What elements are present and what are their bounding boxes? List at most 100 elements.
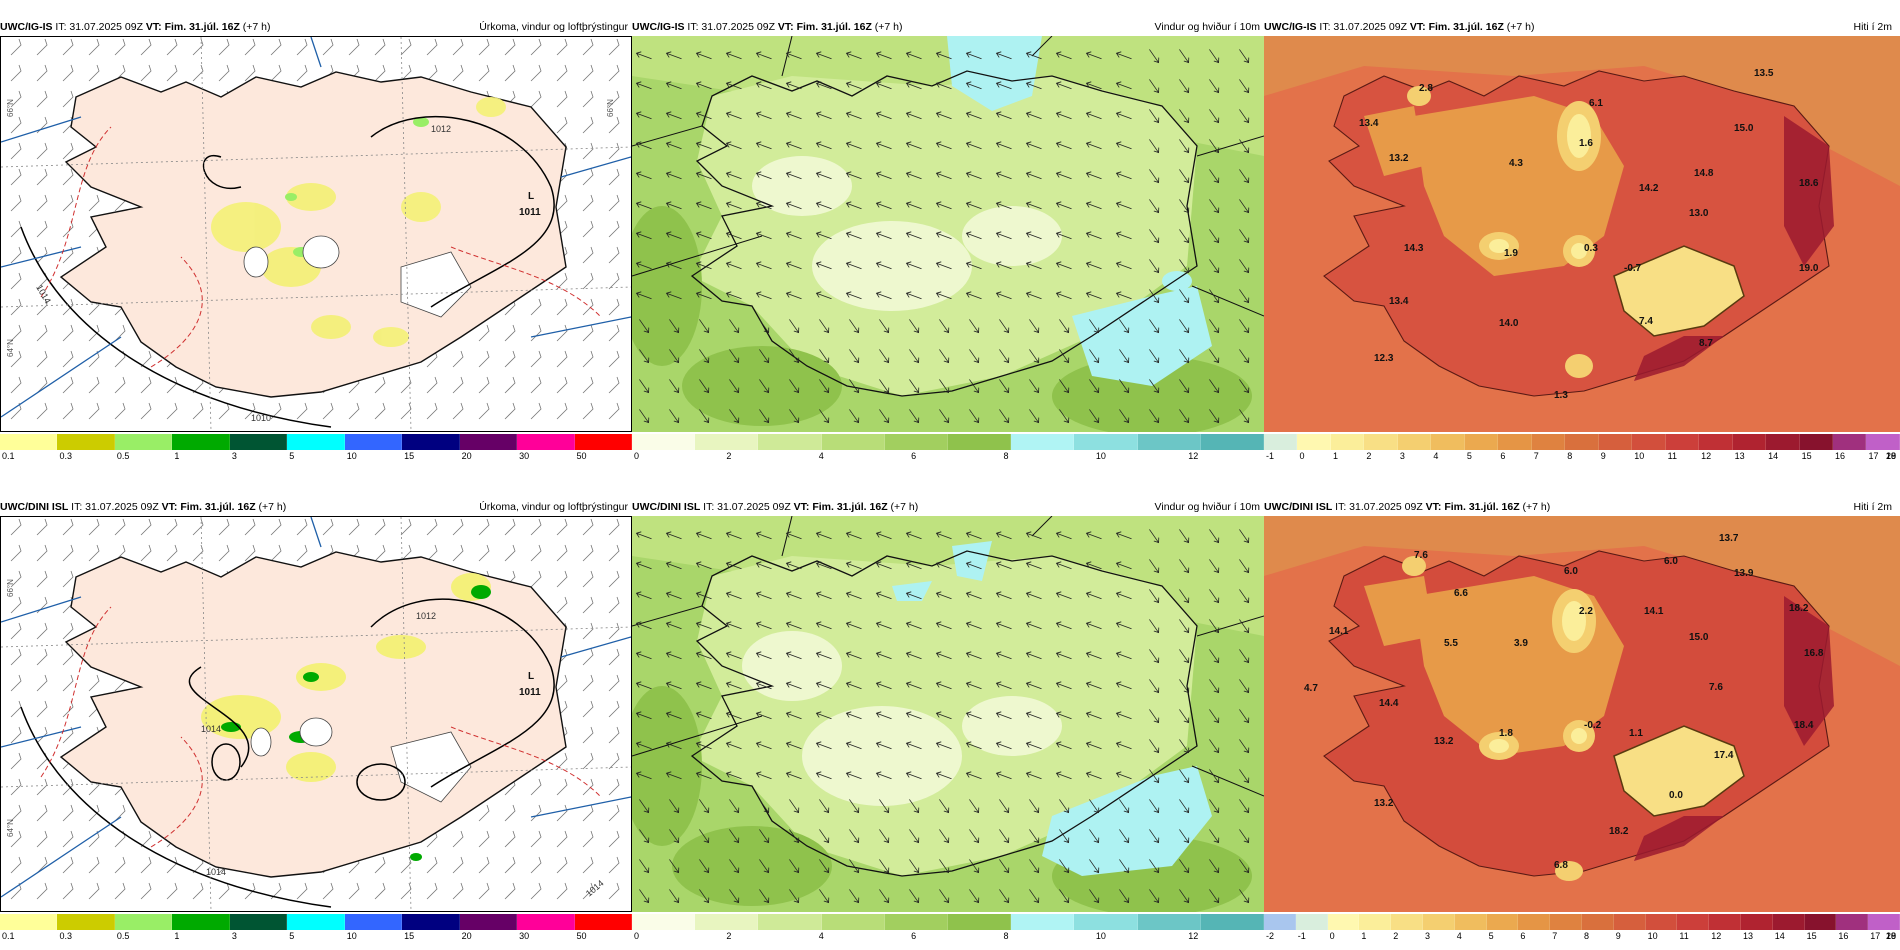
wind-arrow xyxy=(905,231,922,240)
wind-arrow xyxy=(969,379,980,394)
wind-barb xyxy=(140,38,152,56)
wind-arrow xyxy=(1239,109,1250,124)
wind-arrow xyxy=(1085,81,1102,90)
wind-arrow xyxy=(845,141,862,150)
legend-tick-label: 12 xyxy=(1701,451,1712,461)
temp-value-label: 1.3 xyxy=(1554,390,1568,401)
wind-arrow xyxy=(1149,829,1160,844)
wind-arrow xyxy=(1025,141,1042,150)
wind-arrow xyxy=(965,561,982,570)
wind-barb xyxy=(478,856,490,874)
wind-arrow xyxy=(635,591,652,600)
wind-arrow xyxy=(699,379,710,394)
wind-arrow xyxy=(1179,49,1190,64)
wind-arrow xyxy=(635,771,652,780)
wind-arrow xyxy=(1055,741,1072,750)
wind-arrow xyxy=(1179,709,1190,724)
wind-arrow xyxy=(1055,51,1072,60)
temp-value-label: 17.4 xyxy=(1714,750,1734,761)
precip-map: L 1011 1012 1014 1014 1014 66°N 64°N xyxy=(0,516,632,912)
wind-arrow xyxy=(725,81,742,90)
wind-arrow xyxy=(755,111,772,120)
legend-tick-label: 6 xyxy=(1500,451,1506,461)
wind-arrow xyxy=(909,859,920,874)
legend-tick-label: 11 xyxy=(1667,451,1678,461)
wind-barb xyxy=(114,324,126,342)
wind-arrow xyxy=(1115,201,1132,210)
wind-barb xyxy=(582,38,594,56)
wind-arrow xyxy=(1239,79,1250,94)
legend-tick-label: 16 xyxy=(1838,931,1849,941)
wind-arrow xyxy=(969,859,980,874)
temp-value-label: 14.1 xyxy=(1644,606,1664,617)
wind-barb xyxy=(452,544,464,562)
wind-barb xyxy=(10,726,22,744)
legend-tick-label: 13 xyxy=(1743,931,1754,941)
wind-barb xyxy=(36,64,48,82)
wind-arrow xyxy=(1209,769,1220,784)
wind-arrow xyxy=(1055,651,1072,660)
wind-arrow xyxy=(759,799,770,814)
valid-time: VT: Fim. 31.júl. 16Z xyxy=(1409,21,1504,33)
wind-arrow xyxy=(1025,651,1042,660)
wind-arrow xyxy=(785,141,802,150)
legend-tick-label: 12 xyxy=(1188,931,1199,941)
wind-arrow xyxy=(935,651,952,660)
wind-barb xyxy=(530,544,542,562)
wind-barb xyxy=(556,804,568,822)
wind-barb xyxy=(582,272,594,290)
legend-tick-label: 10 xyxy=(346,931,357,941)
wind-barb xyxy=(608,194,620,212)
wind-barb xyxy=(348,38,360,56)
wind-arrow xyxy=(909,409,920,424)
legend-swatch xyxy=(1799,434,1833,450)
wind-barb xyxy=(140,830,152,848)
panel-title: Hiti í 2m xyxy=(1853,501,1892,513)
wind-arrow xyxy=(1209,109,1220,124)
panel-title: Vindur og hviður í 10m xyxy=(1154,501,1260,513)
wind-barb xyxy=(530,64,542,82)
wind-arrow xyxy=(1179,259,1190,274)
legend-swatch xyxy=(948,914,1012,930)
wind-barb xyxy=(582,116,594,134)
wind-barb xyxy=(36,882,48,900)
wind-arrow xyxy=(995,591,1012,600)
wind-barb xyxy=(88,882,100,900)
wind-barb xyxy=(36,246,48,264)
wind-barb xyxy=(504,804,516,822)
temp-labels: 13.7 7.6 6.0 13.9 6.0 6.6 2.2 14.1 18.2 14.1 5.5 3.… xyxy=(1304,533,1824,871)
wind-arrow xyxy=(665,141,682,150)
wind-barb xyxy=(270,882,282,900)
wind-arrow xyxy=(965,591,982,600)
wind-arrow xyxy=(965,81,982,90)
wind-arrow xyxy=(849,859,860,874)
axis-label: 66°N xyxy=(6,579,15,597)
wind-arrow xyxy=(1025,81,1042,90)
wind-arrow xyxy=(1149,709,1160,724)
wind-arrow xyxy=(905,741,922,750)
wind-arrow xyxy=(935,231,952,240)
legend-swatch xyxy=(1709,914,1741,930)
legend-swatch xyxy=(0,434,58,450)
wind-barb xyxy=(426,856,438,874)
wind-barb xyxy=(62,882,74,900)
wind-barb xyxy=(36,518,48,536)
wind-barb xyxy=(504,544,516,562)
legend-tick-label: 2 xyxy=(726,451,732,461)
wind-barb xyxy=(114,402,126,420)
legend-tick-label: 6 xyxy=(1520,931,1526,941)
wind-barb xyxy=(62,168,74,186)
wind-arrow xyxy=(1209,529,1220,544)
wind-arrow xyxy=(935,111,952,120)
wind-barb xyxy=(296,882,308,900)
wind-barb xyxy=(608,376,620,394)
wind-arrow xyxy=(999,889,1010,904)
wind-barb xyxy=(582,350,594,368)
wind-arrow xyxy=(905,651,922,660)
temp-legend: -2 -1 0 1 2 3 4 5 6 7 8 9 10 11 12 13 14 15 16 17 18 19 20 xyxy=(1264,914,1900,942)
wind-barb xyxy=(582,298,594,316)
wind-arrow xyxy=(1085,591,1102,600)
wind-arrow xyxy=(935,741,952,750)
wind-arrow xyxy=(1149,49,1160,64)
legend-swatch xyxy=(1772,914,1805,930)
